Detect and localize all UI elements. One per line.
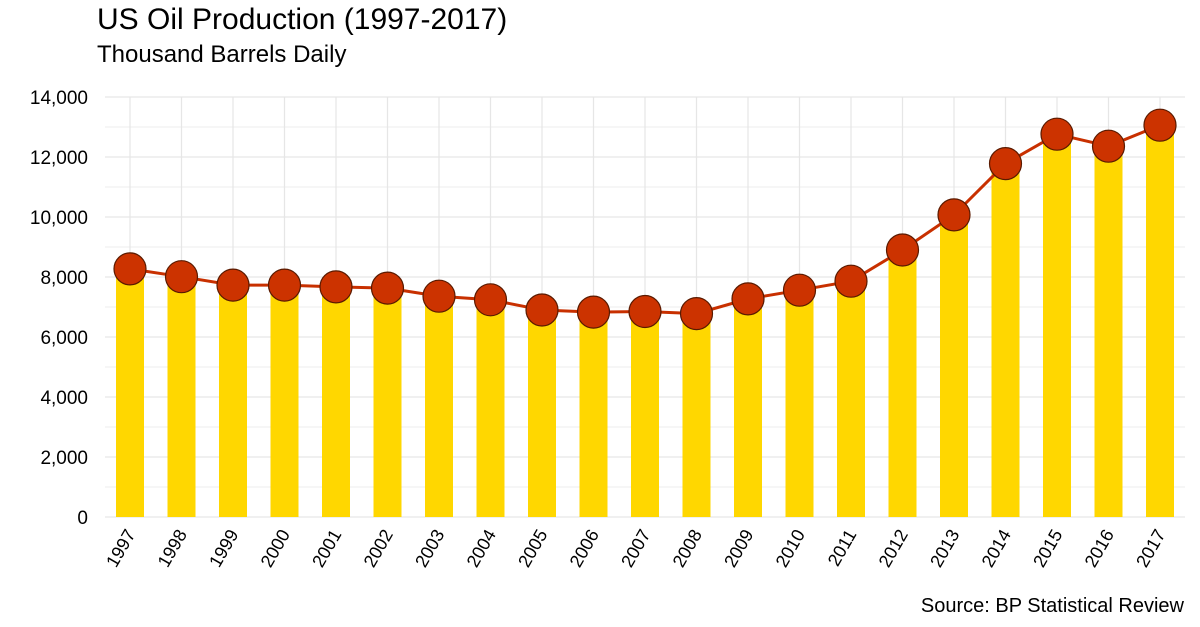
y-tick-label: 10,000 [30, 208, 88, 229]
x-tick-label: 2013 [926, 526, 963, 571]
marker-1998 [164, 260, 199, 294]
bar-2009 [734, 298, 762, 517]
marker-2012 [885, 233, 920, 267]
marker-2011 [834, 264, 868, 298]
bar-1998 [167, 276, 196, 517]
marker-2010 [782, 273, 817, 307]
bar-2010 [785, 290, 814, 517]
x-tick-label: 1997 [102, 526, 139, 571]
marker-1997 [113, 252, 147, 286]
bar-2002 [373, 288, 402, 517]
x-tick-label: 2014 [978, 526, 1015, 571]
x-axis: 1997 1998 1999 2000 2001 2002 2003 2004 2005 2006… [102, 526, 1169, 571]
marker-2004 [473, 283, 508, 317]
bar-2014 [991, 163, 1020, 517]
bar-2008 [682, 313, 711, 517]
y-tick-label: 2,000 [40, 448, 88, 469]
bar-2016 [1094, 146, 1123, 517]
bar-2006 [579, 312, 608, 517]
y-tick-label: 8,000 [40, 268, 88, 289]
x-tick-label: 1998 [154, 526, 191, 571]
bars [116, 125, 1174, 517]
source-note: Source: BP Statistical Review [920, 595, 1184, 617]
marker-2005 [525, 293, 559, 327]
bar-2015 [1043, 134, 1071, 517]
bar-2001 [322, 286, 350, 517]
marker-2007 [628, 294, 662, 329]
marker-2017 [1143, 108, 1177, 142]
x-tick-label: 2005 [514, 526, 551, 571]
y-tick-label: 12,000 [30, 148, 88, 169]
marker-2002 [370, 271, 405, 305]
x-tick-label: 2001 [308, 526, 345, 571]
bar-2017 [1146, 125, 1174, 517]
bar-2011 [837, 281, 865, 517]
y-axis: 0 2,000 4,000 6,000 8,000 10,000 12,000 14,000 [30, 88, 88, 529]
x-tick-label: 2015 [1029, 526, 1066, 571]
y-tick-label: 6,000 [40, 328, 88, 349]
marker-1999 [216, 268, 250, 302]
bar-2000 [270, 285, 299, 517]
x-tick-label: 2012 [875, 526, 912, 571]
y-tick-label: 4,000 [40, 388, 88, 409]
y-tick-label: 0 [77, 508, 88, 529]
x-tick-label: 2009 [720, 526, 757, 571]
x-tick-label: 2006 [566, 526, 603, 571]
bar-1997 [116, 268, 144, 517]
marker-2015 [1040, 117, 1074, 151]
marker-2009 [731, 282, 765, 316]
x-tick-label: 2002 [360, 526, 397, 571]
x-tick-label: 2003 [411, 526, 448, 571]
marker-2001 [319, 270, 353, 304]
x-tick-label: 1999 [205, 526, 242, 571]
bar-2004 [476, 299, 505, 517]
x-tick-label: 2011 [824, 526, 861, 570]
bar-2003 [425, 296, 453, 517]
bar-2013 [940, 214, 968, 517]
marker-2000 [267, 268, 302, 302]
bar-2007 [631, 311, 659, 517]
x-tick-label: 2004 [463, 526, 500, 571]
y-tick-label: 14,000 [30, 88, 88, 109]
markers [113, 108, 1177, 331]
chart-title: US Oil Production (1997-2017) [97, 3, 508, 36]
x-tick-label: 2007 [617, 526, 654, 571]
bar-2012 [888, 250, 917, 517]
marker-2013 [937, 198, 971, 232]
bar-1999 [219, 285, 247, 517]
marker-2006 [576, 295, 611, 329]
bar-2005 [528, 310, 556, 517]
marker-2003 [422, 279, 456, 313]
marker-2014 [988, 147, 1023, 181]
x-tick-label: 2000 [257, 526, 294, 571]
x-tick-label: 2017 [1132, 526, 1169, 571]
marker-2008 [679, 297, 714, 331]
x-tick-label: 2008 [669, 526, 706, 571]
x-tick-label: 2016 [1081, 526, 1118, 571]
marker-2016 [1091, 129, 1126, 163]
x-tick-label: 2010 [772, 526, 809, 571]
chart-subtitle: Thousand Barrels Daily [97, 41, 347, 68]
